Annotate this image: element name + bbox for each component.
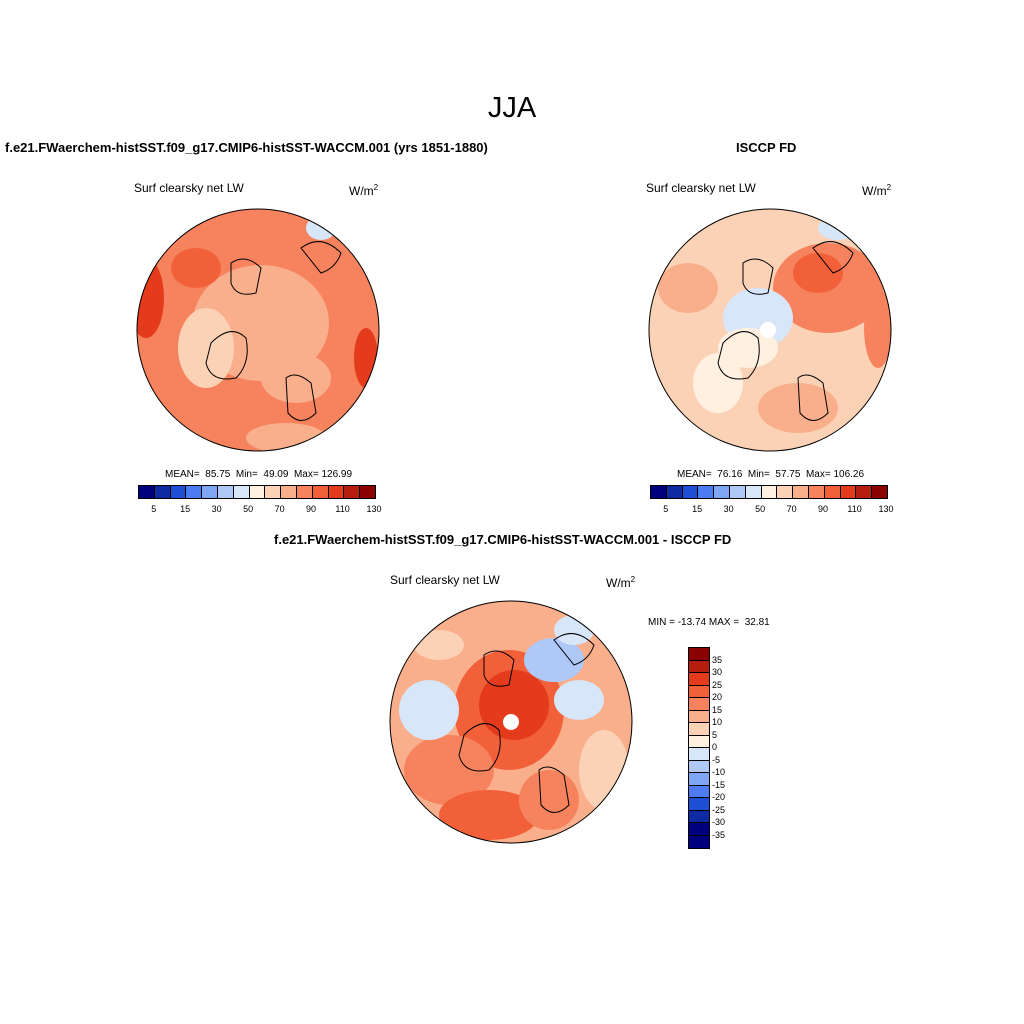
colorbar-swatch bbox=[217, 486, 234, 498]
colorbar-swatch bbox=[689, 760, 709, 773]
colorbar-swatch bbox=[689, 660, 709, 673]
colorbar-swatch bbox=[689, 823, 709, 836]
colorbar-swatch bbox=[328, 486, 345, 498]
stats-obs: MEAN= 76.16 Min= 57.75 Max= 106.26 bbox=[677, 469, 865, 480]
colorbar-tick-label: 5 bbox=[712, 729, 718, 740]
colorbar-swatch bbox=[689, 710, 709, 723]
colorbar-tick-label: 70 bbox=[274, 504, 285, 514]
colorbar-swatch bbox=[689, 685, 709, 698]
colorbar-swatch bbox=[360, 486, 375, 498]
panel-title-obs: ISCCP FD bbox=[736, 140, 797, 155]
colorbar-swatch bbox=[666, 486, 683, 498]
colorbar-tick-label: -25 bbox=[712, 804, 726, 815]
colorbar-swatch bbox=[186, 486, 203, 498]
colorbar-tick-label: -20 bbox=[712, 792, 726, 802]
season-title: JJA bbox=[487, 92, 537, 124]
colorbar-swatch bbox=[170, 486, 187, 498]
colorbar-tick-label: 30 bbox=[712, 667, 723, 677]
variable-label-diff: Surf clearsky net LW bbox=[390, 573, 500, 587]
colorbar-swatch bbox=[689, 673, 709, 686]
units-label-model: W/m2 bbox=[349, 183, 379, 198]
panel-title-model: f.e21.FWaerchem-histSST.f09_g17.CMIP6-hi… bbox=[5, 140, 488, 155]
colorbar-swatch bbox=[344, 486, 361, 498]
colorbar-tick-label: 70 bbox=[786, 504, 797, 514]
colorbar-swatch bbox=[689, 648, 709, 661]
colorbar-tick-label: 15 bbox=[692, 504, 703, 514]
colorbar-model bbox=[138, 485, 376, 499]
colorbar-tick-label: 110 bbox=[847, 504, 862, 514]
minmax-diff: MIN = -13.74 MAX = 32.81 bbox=[648, 617, 770, 628]
colorbar-swatch bbox=[689, 698, 709, 711]
colorbar-swatch bbox=[872, 486, 887, 498]
colorbar-tick-label: 25 bbox=[712, 679, 723, 690]
stats-model: MEAN= 85.75 Min= 49.09 Max= 126.99 bbox=[165, 469, 353, 480]
colorbar-tick-label: 10 bbox=[712, 717, 723, 727]
colorbar-tick-label: 15 bbox=[180, 504, 191, 514]
colorbar-swatch bbox=[689, 810, 709, 823]
colorbar-swatch bbox=[689, 773, 709, 786]
colorbar-swatch bbox=[808, 486, 825, 498]
colorbar-tick-label: -15 bbox=[712, 779, 726, 790]
colorbar-swatch bbox=[682, 486, 699, 498]
colorbar-tick-label: 30 bbox=[211, 504, 222, 514]
colorbar-tick-label: -30 bbox=[712, 817, 726, 827]
panel-title-diff: f.e21.FWaerchem-histSST.f09_g17.CMIP6-hi… bbox=[274, 532, 732, 547]
colorbar-swatch bbox=[296, 486, 313, 498]
colorbar-tick-label: 35 bbox=[712, 654, 723, 665]
colorbar-swatch bbox=[698, 486, 715, 498]
colorbar-swatch bbox=[856, 486, 873, 498]
colorbar-tick-label: 130 bbox=[366, 504, 382, 514]
colorbar-swatch bbox=[312, 486, 329, 498]
colorbar-swatch bbox=[689, 835, 709, 848]
colorbar-swatch bbox=[689, 723, 709, 736]
colorbar-swatch bbox=[651, 486, 667, 498]
colorbar-swatch bbox=[745, 486, 762, 498]
colorbar-tick-label: 15 bbox=[712, 704, 723, 715]
colorbar-swatch bbox=[233, 486, 250, 498]
colorbar-swatch bbox=[281, 486, 297, 498]
colorbar-tick-label: 110 bbox=[335, 504, 350, 514]
colorbar-tick-label: 5 bbox=[151, 504, 157, 514]
units-label-obs: W/m2 bbox=[862, 183, 892, 198]
colorbar-swatch bbox=[689, 748, 709, 761]
colorbar-swatch bbox=[729, 486, 746, 498]
colorbar-swatch bbox=[139, 486, 155, 498]
colorbar-tick-label: 130 bbox=[878, 504, 894, 514]
colorbar-swatch bbox=[777, 486, 794, 498]
units-label-diff: W/m2 bbox=[606, 575, 636, 590]
colorbar-swatch bbox=[202, 486, 218, 498]
colorbar-swatch bbox=[265, 486, 282, 498]
colorbar-swatch bbox=[689, 798, 709, 811]
colorbar-swatch bbox=[689, 735, 709, 748]
colorbar-swatch bbox=[714, 486, 730, 498]
colorbar-tick-label: 0 bbox=[712, 742, 718, 752]
colorbar-tick-label: 30 bbox=[723, 504, 734, 514]
variable-label-model: Surf clearsky net LW bbox=[134, 181, 244, 195]
colorbar-swatch bbox=[793, 486, 809, 498]
colorbar-tick-label: 50 bbox=[755, 504, 766, 514]
polar-map-diff bbox=[389, 600, 633, 844]
colorbar-tick-label: 90 bbox=[306, 504, 317, 514]
colorbar-tick-label: -35 bbox=[712, 829, 726, 840]
colorbar-swatch bbox=[249, 486, 266, 498]
colorbar-swatch bbox=[154, 486, 171, 498]
colorbar-ticks-obs: 5 15 30 50 70 90 110 130 bbox=[650, 504, 893, 516]
colorbar-tick-label: -10 bbox=[712, 767, 726, 777]
colorbar-ticks-model: 5 15 30 50 70 90 110 130 bbox=[138, 504, 381, 516]
colorbar-swatch bbox=[840, 486, 857, 498]
colorbar-tick-label: 20 bbox=[712, 692, 723, 702]
colorbar-swatch bbox=[761, 486, 778, 498]
colorbar-tick-label: 50 bbox=[243, 504, 254, 514]
colorbar-tick-label: 90 bbox=[818, 504, 829, 514]
colorbar-diff bbox=[688, 647, 710, 849]
colorbar-tick-label: -5 bbox=[712, 754, 721, 765]
colorbar-tick-label: 5 bbox=[663, 504, 669, 514]
colorbar-obs bbox=[650, 485, 888, 499]
colorbar-swatch bbox=[689, 785, 709, 798]
variable-label-obs: Surf clearsky net LW bbox=[646, 181, 756, 195]
colorbar-swatch bbox=[824, 486, 841, 498]
polar-map-obs bbox=[648, 208, 892, 452]
polar-map-model bbox=[136, 208, 380, 452]
